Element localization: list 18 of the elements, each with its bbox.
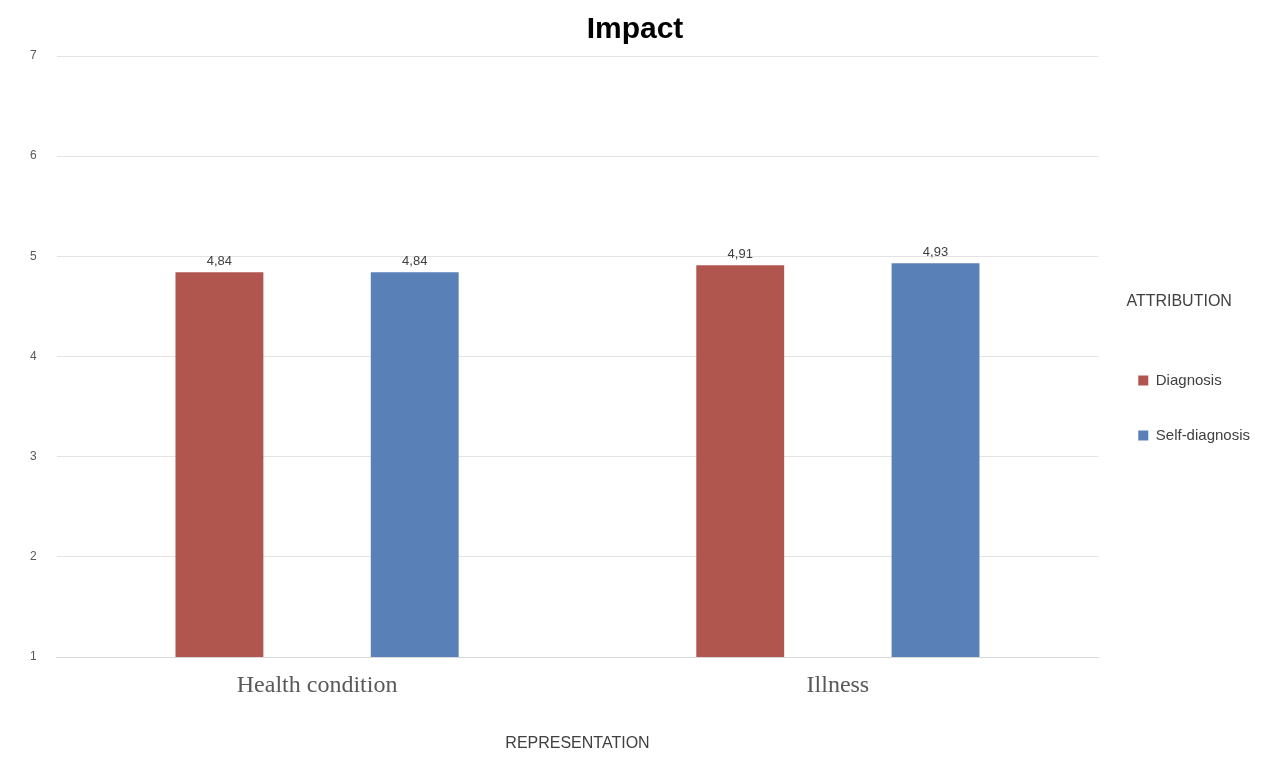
- y-tick-label: 4: [29, 348, 37, 363]
- data-label: 4,91: [727, 246, 753, 262]
- y-tick-label: 3: [29, 448, 37, 463]
- legend-label: Diagnosis: [1155, 370, 1222, 388]
- y-tick-label: 6: [29, 148, 37, 163]
- y-tick-label: 1: [29, 649, 37, 664]
- chart-title: Impact: [586, 11, 684, 45]
- data-label: 4,84: [206, 253, 233, 269]
- legend-label: Self-diagnosis: [1155, 425, 1250, 443]
- y-tick-label: 2: [29, 549, 37, 564]
- y-tick-label: 5: [29, 248, 37, 263]
- x-tick-label: Health condition: [236, 670, 398, 697]
- x-tick-label: Illness: [806, 670, 870, 697]
- y-tick-label: 7: [29, 48, 37, 63]
- x-axis-title: REPRESENTATION: [505, 733, 650, 751]
- legend-title: ATTRIBUTION: [1126, 292, 1232, 310]
- data-label: 4,84: [402, 253, 428, 269]
- data-label: 4,93: [922, 244, 949, 260]
